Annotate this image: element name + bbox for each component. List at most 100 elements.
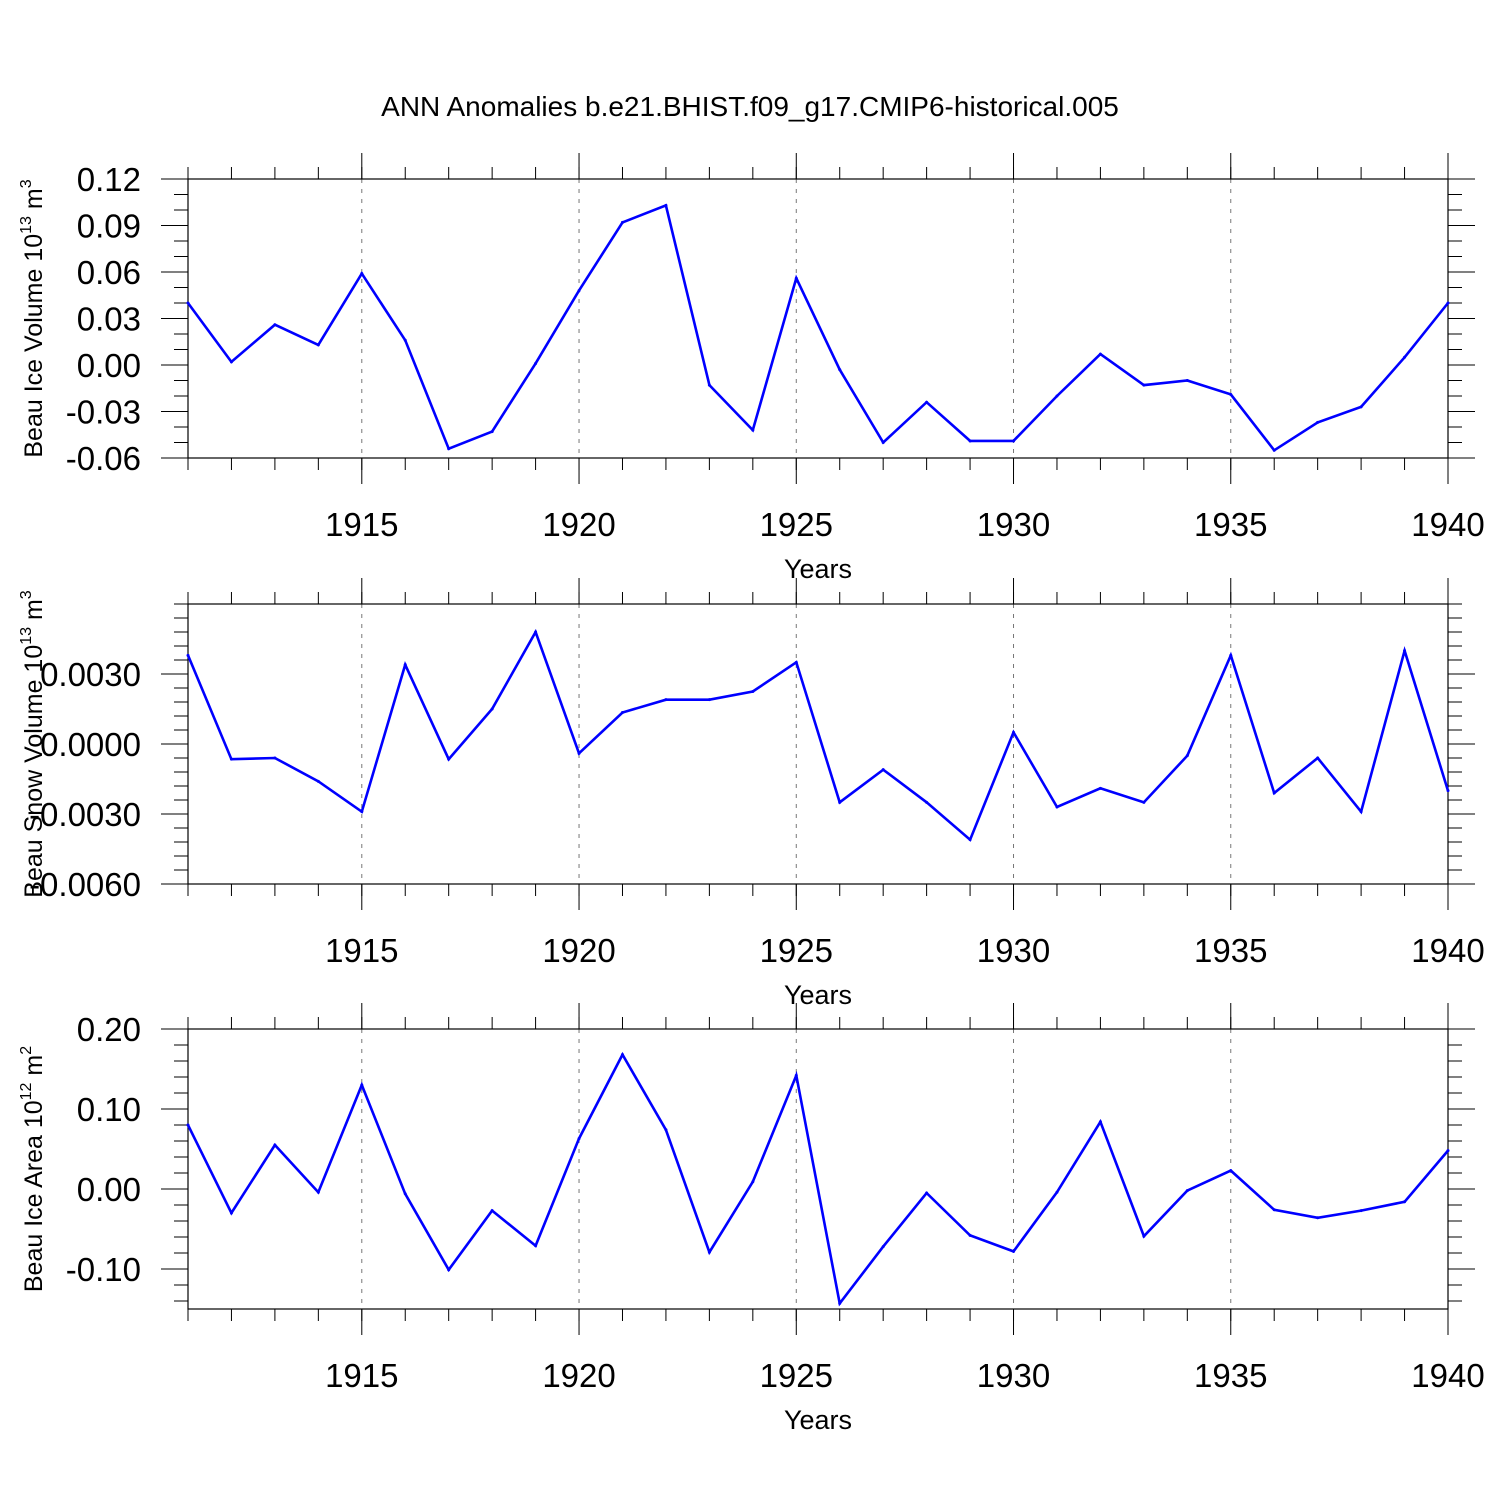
y-tick-label: 0.10 [77, 1091, 141, 1128]
x-tick-label: 1925 [760, 932, 833, 969]
data-point [1359, 810, 1363, 814]
data-series-line [186, 628, 1450, 842]
data-point [447, 1268, 451, 1272]
y-tick-label: -0.10 [66, 1251, 141, 1288]
x-tick-label: 1920 [542, 506, 615, 543]
data-point [968, 439, 972, 443]
plot-frame [187, 178, 1449, 459]
data-point [490, 430, 494, 434]
x-tick-label: 1930 [977, 1357, 1050, 1394]
data-point [1316, 420, 1320, 424]
x-tick-label: 1935 [1194, 1357, 1267, 1394]
data-point [751, 690, 755, 693]
data-point [620, 711, 624, 714]
data-point [360, 1083, 364, 1087]
data-point [1403, 355, 1407, 359]
x-tick-label: 1940 [1411, 932, 1484, 969]
data-point [1403, 649, 1407, 653]
y-tick-label: -0.0060 [29, 866, 141, 903]
data-point [273, 756, 277, 760]
x-axis-label: Years [784, 980, 852, 1010]
panel-2: 0.0030 0.0000 -0.0030 -0.0060 1915 1920 1925 19… [18, 578, 1485, 1010]
data-point [1229, 392, 1233, 396]
x-tick-label: 1940 [1411, 506, 1484, 543]
data-point [881, 1245, 885, 1249]
data-point [1272, 791, 1276, 795]
data-point [664, 203, 668, 207]
x-tick-label: 1925 [760, 1357, 833, 1394]
y-axis-label: Beau Snow Volume 1013 m3 [18, 590, 48, 898]
data-point [925, 1191, 929, 1195]
data-point [838, 800, 842, 804]
data-point [925, 800, 929, 804]
data-point [1229, 653, 1233, 657]
data-point [1272, 448, 1276, 452]
data-point [534, 361, 538, 365]
data-point [577, 1137, 581, 1141]
y-tick-label: -0.06 [66, 440, 141, 477]
data-point [968, 1233, 972, 1237]
data-point [534, 1244, 538, 1248]
data-point [360, 810, 364, 814]
plot-frame [187, 1028, 1449, 1310]
y-axis-label: Beau Ice Volume 1013 m3 [18, 179, 48, 457]
data-point [1012, 439, 1016, 443]
data-series-line [186, 203, 1450, 453]
data-point [881, 441, 885, 444]
x-tick-label: 1925 [760, 506, 833, 543]
data-point [186, 301, 190, 305]
data-point [447, 447, 451, 451]
data-point [1359, 405, 1363, 409]
data-point [1098, 786, 1102, 790]
data-point [1359, 1209, 1363, 1213]
data-point [881, 768, 885, 772]
x-tick-label: 1935 [1194, 932, 1267, 969]
data-point [1055, 805, 1059, 809]
data-point [1403, 1200, 1407, 1204]
data-point [186, 1123, 190, 1127]
data-point [968, 838, 972, 842]
data-point [273, 1143, 277, 1147]
data-point [1055, 1190, 1059, 1194]
data-point [1142, 800, 1146, 804]
y-tick-label: 0.00 [77, 347, 141, 384]
chart-panels: 0.12 0.09 0.06 0.03 0.00 -0.03 -0.06 1915 1920 19… [18, 153, 1485, 1435]
data-point [1446, 301, 1450, 305]
data-point [838, 1301, 842, 1305]
data-point [403, 1192, 407, 1196]
data-point [577, 289, 581, 293]
data-point [1185, 754, 1189, 758]
data-point [664, 1128, 668, 1132]
data-point [1055, 394, 1059, 398]
data-point [229, 360, 233, 364]
data-series-line [186, 1051, 1449, 1307]
data-point [1316, 756, 1320, 760]
data-point [751, 1180, 755, 1184]
data-point [1272, 1208, 1276, 1212]
y-tick-label: -0.03 [66, 394, 141, 431]
data-point [707, 698, 711, 702]
data-point [1446, 789, 1450, 793]
plot-frame [187, 603, 1449, 885]
y-tick-label: 0.03 [77, 301, 141, 338]
data-point [1229, 1169, 1233, 1173]
chart-title: ANN Anomalies b.e21.BHIST.f09_g17.CMIP6-… [381, 91, 1119, 122]
data-point [490, 1209, 494, 1213]
data-point [316, 1190, 320, 1194]
data-point [707, 1250, 711, 1254]
data-point [360, 272, 364, 276]
y-tick-label: 0.0000 [40, 726, 141, 763]
data-point [1012, 730, 1016, 734]
data-point [447, 757, 451, 761]
x-tick-label: 1920 [542, 932, 615, 969]
data-point [707, 383, 711, 387]
x-tick-label: 1935 [1194, 506, 1267, 543]
data-point [186, 653, 190, 657]
data-point [794, 660, 798, 664]
data-point [620, 220, 624, 224]
data-point [1098, 1120, 1102, 1124]
data-point [1012, 1249, 1016, 1253]
x-tick-label: 1915 [325, 1357, 398, 1394]
x-tick-label: 1915 [325, 506, 398, 543]
data-point [273, 323, 277, 327]
